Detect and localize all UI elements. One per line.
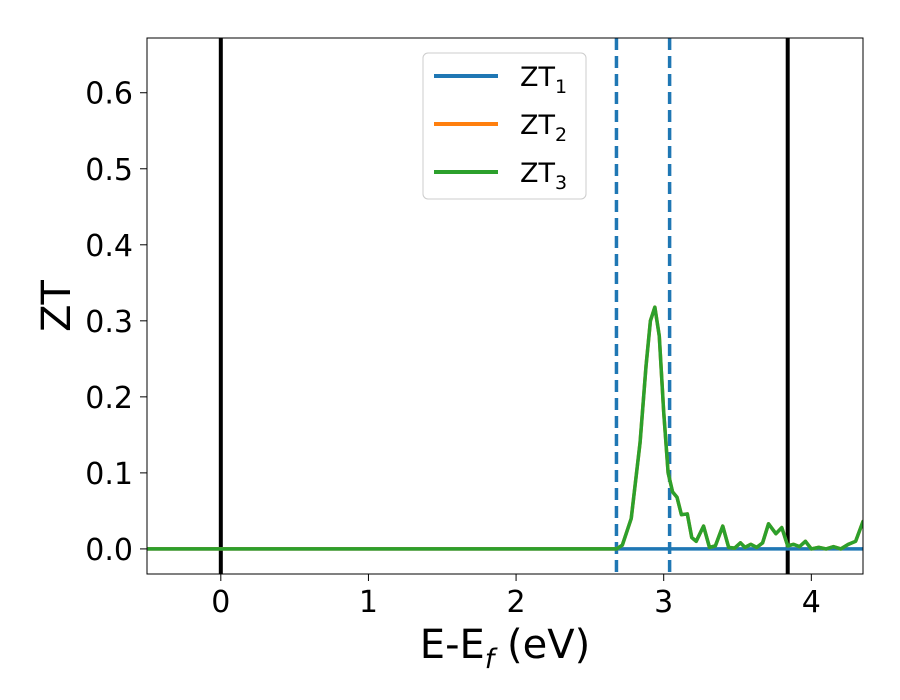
x-tick-label: 3 [654,585,673,620]
y-tick-label: 0.6 [85,77,133,112]
reference-lines [218,38,790,574]
plot-frame [146,37,864,575]
y-tick-label: 0.5 [85,153,133,188]
series-line-3 [147,305,863,551]
y-axis: 0.0 0.1 0.2 0.3 0.4 0.5 0.6 [85,77,147,568]
x-axis: 0 1 2 3 4 [211,574,821,620]
y-tick-label: 0.3 [85,305,133,340]
series-lines [147,305,863,551]
x-tick-label: 0 [211,585,230,620]
x-tick-label: 2 [507,585,526,620]
y-tick-label: 0.0 [85,533,133,568]
x-axis-label: E-Ef (eV) [420,622,590,675]
legend: ZT1 ZT2 ZT3 [422,52,587,200]
y-tick-label: 0.4 [85,229,133,264]
y-tick-label: 0.2 [85,381,133,416]
x-tick-label: 1 [359,585,378,620]
legend-box [422,52,587,200]
legend-label: ZT1 [520,62,567,98]
y-axis-label: ZT [34,280,80,332]
y-tick-label: 0.1 [85,457,133,492]
legend-label: ZT3 [520,158,567,194]
legend-label: ZT2 [520,110,567,146]
x-tick-label: 4 [802,585,821,620]
